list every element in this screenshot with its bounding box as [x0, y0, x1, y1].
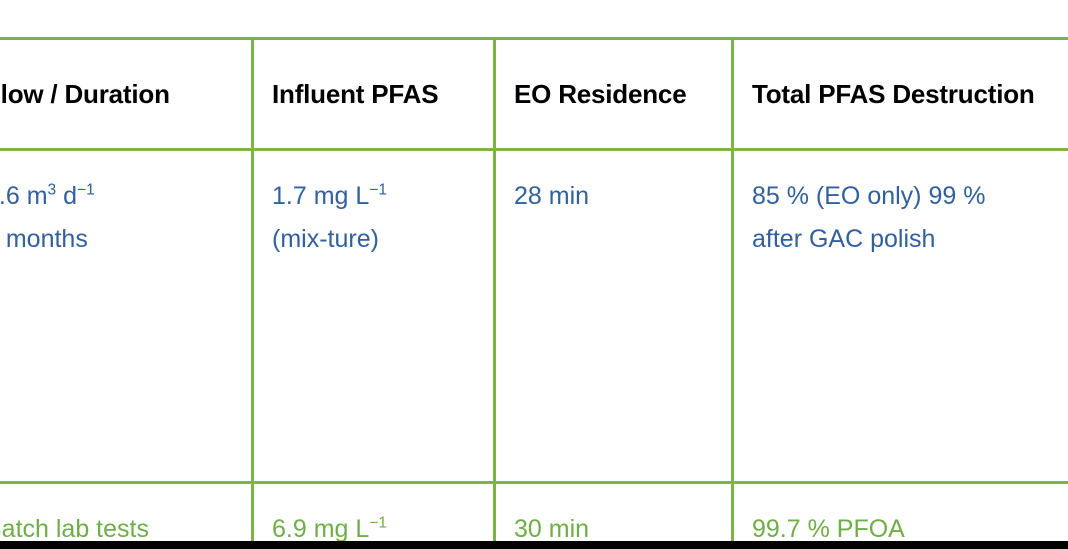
cell-flow-duration-batch: Batch lab tests 0.7 L [0, 481, 254, 549]
influent-value-number: 1.7 mg L [272, 182, 370, 210]
eo-residence-line: 28 min [514, 182, 590, 210]
table-body: 9.6 m3 d−1 2 months 1.7 mg L−1 (mix-ture… [0, 148, 1068, 549]
flow-value-line: 9.6 m3 d−1 [0, 175, 233, 218]
flow-value-exponent: 3 [47, 181, 57, 199]
column-header-total-pfas-destruction: Total PFAS Destruction [731, 37, 1068, 151]
pfas-treatment-table-wrapper: Flow / Duration Influent PFAS EO Residen… [0, 37, 1068, 549]
influent-value-number: 6.9 mg L [272, 515, 370, 543]
table-row: 9.6 m3 d−1 2 months 1.7 mg L−1 (mix-ture… [0, 148, 1068, 484]
column-header-influent-pfas: Influent PFAS [251, 37, 496, 151]
cell-flow-duration-pilot: 9.6 m3 d−1 2 months [0, 148, 254, 484]
cell-influent-pfas-batch: 6.9 mg L−1 [251, 481, 496, 549]
column-header-flow-duration: Flow / Duration [0, 37, 254, 151]
cell-total-destruction-pilot: 85 % (EO only) 99 % after GAC polish [731, 148, 1068, 484]
influent-value-exponent: −1 [369, 514, 387, 532]
influent-value-line: 6.9 mg L−1 [272, 508, 475, 549]
flow-value-unit-exponent: −1 [77, 181, 95, 199]
cell-influent-pfas-pilot: 1.7 mg L−1 (mix-ture) [251, 148, 496, 484]
influent-value-line: 1.7 mg L−1 [272, 175, 475, 218]
pfas-treatment-table: Flow / Duration Influent PFAS EO Residen… [0, 37, 1068, 549]
table-row: Batch lab tests 0.7 L 6.9 mg L−1 30 min [0, 481, 1068, 549]
eo-residence-line: 30 min [514, 515, 590, 543]
influent-value-exponent: −1 [369, 181, 387, 199]
cell-eo-residence-pilot: 28 min [493, 148, 734, 484]
flow-value-number: 9.6 m [0, 182, 48, 210]
page-bottom-bar [0, 541, 1068, 549]
table-header: Flow / Duration Influent PFAS EO Residen… [0, 37, 1068, 151]
duration-line: 2 months [0, 225, 88, 253]
table-header-row: Flow / Duration Influent PFAS EO Residen… [0, 37, 1068, 151]
destruction-line-2: after GAC polish [752, 225, 936, 253]
cell-eo-residence-batch: 30 min [493, 481, 734, 549]
destruction-line-1: 99.7 % PFOA [752, 515, 905, 543]
batch-description-line: Batch lab tests [0, 515, 149, 543]
cell-total-destruction-batch: 99.7 % PFOA 99.6 % PFOS [731, 481, 1068, 549]
destruction-line-1: 85 % (EO only) 99 % [752, 182, 986, 210]
column-header-eo-residence: EO Residence [493, 37, 734, 151]
influent-note-line: (mix-ture) [272, 225, 379, 253]
flow-value-unit: d [56, 182, 78, 210]
